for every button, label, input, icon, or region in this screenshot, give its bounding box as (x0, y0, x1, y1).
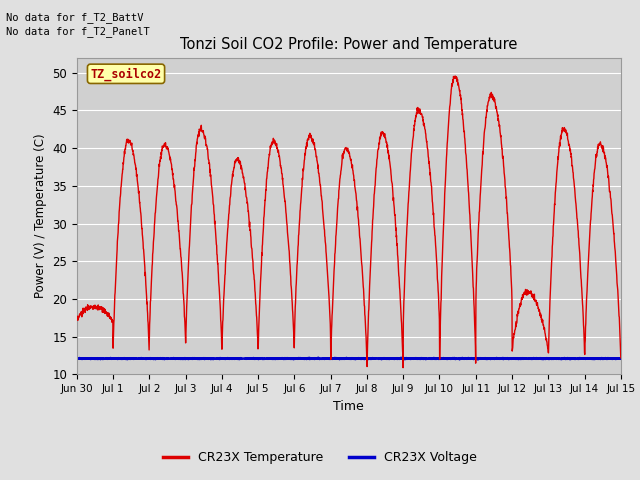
Text: No data for f_T2_PanelT: No data for f_T2_PanelT (6, 26, 150, 37)
X-axis label: Time: Time (333, 400, 364, 413)
Legend: CR23X Temperature, CR23X Voltage: CR23X Temperature, CR23X Voltage (159, 446, 481, 469)
Y-axis label: Power (V) / Temperature (C): Power (V) / Temperature (C) (34, 134, 47, 298)
Title: Tonzi Soil CO2 Profile: Power and Temperature: Tonzi Soil CO2 Profile: Power and Temper… (180, 37, 518, 52)
Text: TZ_soilco2: TZ_soilco2 (90, 67, 162, 81)
Text: No data for f_T2_BattV: No data for f_T2_BattV (6, 12, 144, 23)
